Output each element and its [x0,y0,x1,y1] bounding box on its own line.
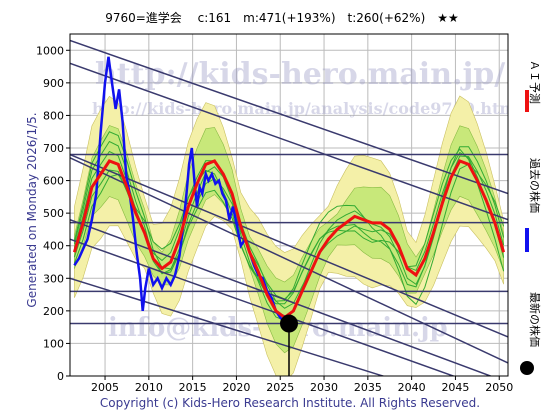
plot-area: http://kids-hero.main.jp/http://kids-her… [36,33,522,394]
trend-line [70,218,493,376]
x-tick-label: 2005 [91,381,119,394]
y-tick-label: 900 [43,77,64,90]
y-tick-label: 400 [43,240,64,253]
legend-price-label: 過去の株価 [528,158,542,213]
x-tick-label: 2045 [441,381,469,394]
legend-latest-label: 最新の株価 [528,292,542,347]
y-tick-label: 500 [43,207,64,220]
latest-price-marker [280,314,298,333]
y-tick-label: 0 [57,370,64,383]
x-tick-label: 2015 [179,381,207,394]
plot-frame [69,33,509,377]
chart-title: 9760=進学会 c:161 m:471(+193%) t:260(+62%) … [105,10,459,25]
x-tick-label: 2035 [354,381,382,394]
x-tick-label: 2050 [485,381,513,394]
copyright-text: Copyright (c) Kids-Hero Research Institu… [100,396,480,410]
analysis-url-watermark: http://kids-hero.main.jp/analysis/code97… [92,99,522,118]
trend-line [70,62,508,221]
x-tick-label: 2010 [135,381,163,394]
y-tick-label: 700 [43,142,64,155]
trend-line [70,157,508,364]
y-tick-label: 600 [43,175,64,188]
ai-forecast-line [72,159,506,320]
plot-inner: http://kids-hero.main.jp/http://kids-her… [70,34,522,376]
trend-line [70,153,508,338]
url-watermark: http://kids-hero.main.jp/ [95,57,505,92]
trend-line [70,39,508,195]
y-tick-label: 300 [43,272,64,285]
x-tick-label: 2030 [310,381,338,394]
y-tick-label: 800 [43,109,64,122]
legend-ai-label: ＡＩ予測 [528,60,542,104]
x-tick-label: 2020 [222,381,250,394]
x-tick-label: 2040 [398,381,426,394]
y-tick-label: 200 [43,305,64,318]
y-tick-label: 100 [43,337,64,350]
y-tick-label: 1000 [36,44,64,57]
x-tick-label: 2025 [266,381,294,394]
legend-latest-swatch [520,361,534,375]
generated-date-label: Generated on Monday 2026/1/5. [25,112,39,307]
